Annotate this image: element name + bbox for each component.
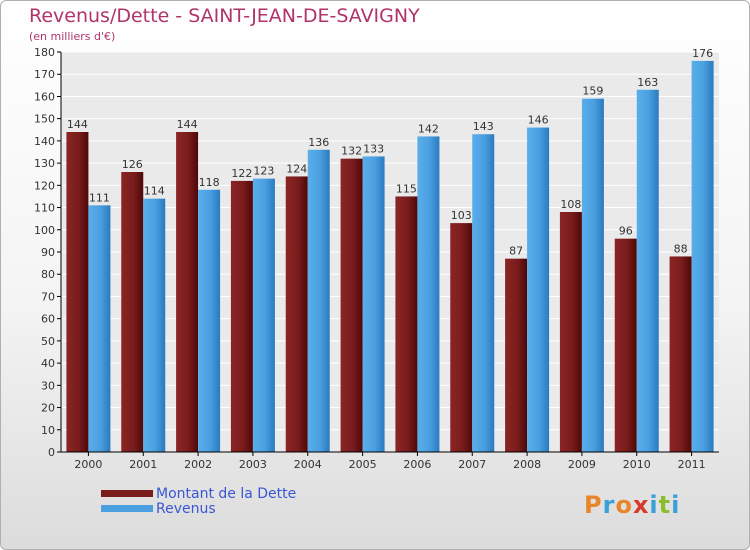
- x-tick-label: 2005: [349, 458, 377, 471]
- y-tick-label: 0: [48, 446, 55, 459]
- bar-dette: [121, 172, 144, 452]
- data-label: 88: [674, 242, 688, 255]
- chart-title: Revenus/Dette - SAINT-JEAN-DE-SAVIGNY: [29, 5, 420, 27]
- y-tick-label: 60: [41, 313, 55, 326]
- data-label: 136: [308, 136, 329, 149]
- bar-dette: [176, 132, 199, 452]
- bar-dette: [450, 223, 473, 452]
- logo-letter: i: [671, 491, 681, 519]
- x-tick-label: 2008: [513, 458, 541, 471]
- y-tick-label: 70: [41, 290, 55, 303]
- y-tick-label: 110: [34, 202, 55, 215]
- data-label: 163: [637, 76, 658, 89]
- bar-dette: [559, 212, 582, 452]
- y-tick-label: 30: [41, 379, 55, 392]
- x-tick-label: 2011: [678, 458, 706, 471]
- data-label: 146: [528, 114, 549, 127]
- bar-revenus: [88, 205, 111, 452]
- chart-subtitle: (en milliers d'€): [29, 30, 116, 43]
- bar-dette: [395, 196, 418, 452]
- bar-dette: [340, 158, 363, 452]
- data-label: 118: [199, 176, 220, 189]
- logo-letter: r: [602, 491, 616, 519]
- y-tick-label: 170: [34, 68, 55, 81]
- bar-revenus: [252, 178, 275, 452]
- data-label: 123: [253, 165, 274, 178]
- y-tick-label: 40: [41, 357, 55, 370]
- bar-revenus: [362, 156, 385, 452]
- data-label: 144: [67, 118, 88, 131]
- x-tick-label: 2000: [74, 458, 102, 471]
- bar-revenus: [691, 60, 714, 453]
- data-label: 111: [89, 191, 110, 204]
- data-label: 114: [144, 185, 165, 198]
- x-tick-label: 2010: [623, 458, 651, 471]
- bar-dette: [505, 258, 528, 452]
- legend-label-revenus: Revenus: [156, 501, 216, 517]
- bar-revenus: [198, 189, 221, 452]
- data-label: 103: [451, 209, 472, 222]
- logo-letter: t: [658, 491, 672, 519]
- legend-swatch-dette: [101, 490, 153, 497]
- data-label: 87: [509, 245, 523, 258]
- y-tick-label: 130: [34, 157, 55, 170]
- bar-dette: [230, 180, 253, 452]
- x-tick-label: 2003: [239, 458, 267, 471]
- legend-label-dette: Montant de la Dette: [156, 486, 297, 502]
- y-tick-label: 120: [34, 179, 55, 192]
- x-tick-label: 2009: [568, 458, 596, 471]
- proxiti-logo: Proxiti: [584, 491, 680, 519]
- x-tick-label: 2007: [458, 458, 486, 471]
- y-tick-label: 90: [41, 246, 55, 259]
- bar-revenus: [143, 198, 166, 452]
- logo-letter: o: [615, 491, 633, 519]
- y-tick-label: 140: [34, 135, 55, 148]
- bar-revenus: [472, 134, 495, 452]
- y-tick-label: 50: [41, 335, 55, 348]
- bar-revenus: [307, 149, 330, 452]
- bar-dette: [66, 132, 89, 452]
- data-label: 122: [231, 167, 252, 180]
- y-tick-label: 100: [34, 224, 55, 237]
- data-label: 144: [177, 118, 198, 131]
- data-label: 126: [122, 158, 143, 171]
- y-tick-label: 180: [34, 46, 55, 59]
- logo-letter: i: [649, 491, 659, 519]
- x-tick-label: 2002: [184, 458, 212, 471]
- bar-revenus: [527, 127, 550, 453]
- bar-dette: [669, 256, 692, 452]
- data-label: 132: [341, 145, 362, 158]
- bar-dette: [614, 238, 637, 452]
- data-label: 143: [473, 120, 494, 133]
- y-tick-label: 160: [34, 90, 55, 103]
- y-tick-label: 80: [41, 268, 55, 281]
- bar-revenus: [636, 89, 659, 453]
- data-label: 176: [692, 47, 713, 60]
- x-tick-label: 2004: [294, 458, 322, 471]
- y-tick-label: 10: [41, 424, 55, 437]
- data-label: 108: [560, 198, 581, 211]
- legend-swatch-revenus: [101, 505, 153, 512]
- data-label: 124: [286, 162, 307, 175]
- data-label: 115: [396, 182, 417, 195]
- logo-letter: x: [632, 491, 650, 519]
- logo-letter: P: [584, 491, 603, 519]
- bar-revenus: [417, 136, 440, 452]
- y-tick-label: 20: [41, 402, 55, 415]
- bar-revenus: [581, 98, 604, 453]
- bar-dette: [285, 176, 308, 452]
- x-tick-label: 2001: [129, 458, 157, 471]
- data-label: 96: [619, 225, 633, 238]
- y-tick-label: 150: [34, 113, 55, 126]
- data-label: 159: [582, 85, 603, 98]
- x-tick-label: 2006: [403, 458, 431, 471]
- data-label: 142: [418, 122, 439, 135]
- data-label: 133: [363, 142, 384, 155]
